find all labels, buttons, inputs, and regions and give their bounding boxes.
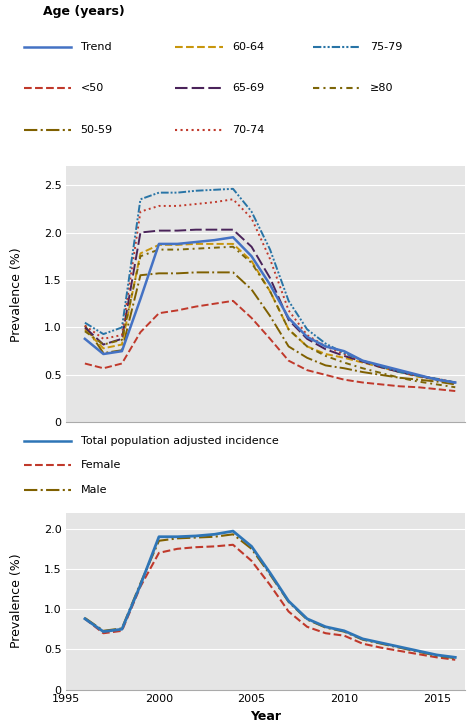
Text: Trend: Trend	[81, 42, 111, 51]
Text: Total population adjusted incidence: Total population adjusted incidence	[81, 436, 278, 446]
Text: ≥80: ≥80	[370, 84, 393, 93]
Text: 75-79: 75-79	[370, 42, 402, 51]
X-axis label: Year: Year	[250, 710, 281, 722]
Text: <50: <50	[81, 84, 104, 93]
Text: Female: Female	[81, 461, 121, 471]
Text: 50-59: 50-59	[81, 126, 113, 136]
Text: Age (years): Age (years)	[43, 4, 124, 17]
Text: 60-64: 60-64	[232, 42, 264, 51]
Y-axis label: Prevalence (%): Prevalence (%)	[9, 554, 23, 648]
Text: 65-69: 65-69	[232, 84, 264, 93]
Text: Male: Male	[81, 485, 107, 495]
Text: 70-74: 70-74	[232, 126, 264, 136]
Y-axis label: Prevalence (%): Prevalence (%)	[9, 247, 23, 342]
